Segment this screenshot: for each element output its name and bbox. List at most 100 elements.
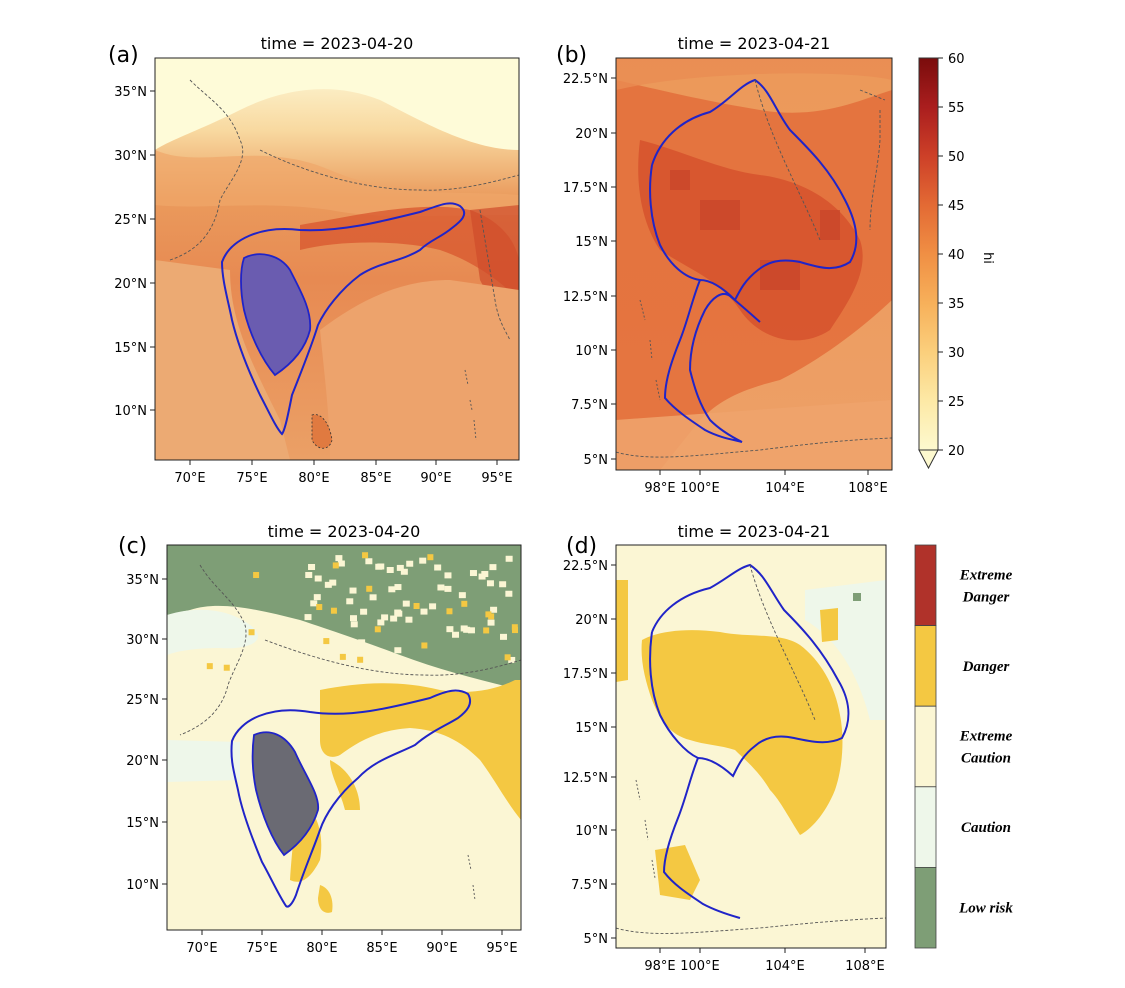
snow-pixel bbox=[301, 638, 309, 645]
danger-pixel bbox=[512, 627, 519, 634]
snow-pixel bbox=[335, 555, 343, 562]
snow-pixel bbox=[429, 603, 437, 610]
snow-pixel bbox=[390, 615, 398, 622]
legend-swatch bbox=[914, 705, 937, 788]
x-tick-label: 108°E bbox=[848, 481, 888, 496]
axis-ticks: 22.5°N 20°N 17.5°N 15°N 12.5°N 10°N 7.5°N 5°N 98… bbox=[563, 72, 888, 496]
y-tick-label: 20°N bbox=[126, 754, 159, 769]
snow-pixel bbox=[313, 594, 321, 601]
y-tick-label: 5°N bbox=[584, 453, 609, 468]
snow-pixel bbox=[324, 581, 332, 588]
snow-pixel bbox=[305, 571, 313, 578]
colorbar-tick-label: 20 bbox=[948, 444, 965, 459]
snow-pixel bbox=[481, 571, 489, 578]
x-tick-label: 75°E bbox=[246, 941, 277, 956]
snow-pixel bbox=[467, 627, 475, 634]
snow-pixel bbox=[405, 616, 413, 623]
legend-label: Extreme bbox=[959, 729, 1013, 745]
snow-pixel bbox=[388, 586, 396, 593]
x-tick-label: 100°E bbox=[680, 959, 720, 974]
colorbar-tick-label: 50 bbox=[948, 150, 965, 165]
snow-pixel bbox=[358, 639, 366, 646]
snow-pixel bbox=[490, 606, 498, 613]
y-tick-label: 20°N bbox=[114, 277, 147, 292]
danger-pixel bbox=[248, 629, 255, 636]
y-tick-label: 35°N bbox=[126, 573, 159, 588]
y-tick-label: 17.5°N bbox=[563, 181, 608, 196]
snow-pixel bbox=[377, 563, 385, 570]
heat-index-map bbox=[616, 58, 892, 470]
snow-pixel bbox=[499, 581, 507, 588]
danger-pixel bbox=[413, 603, 420, 610]
danger-pixel bbox=[461, 600, 468, 607]
legend-swatch bbox=[914, 544, 937, 626]
snow-pixel bbox=[336, 663, 344, 670]
snow-pixel bbox=[316, 651, 324, 658]
y-tick-label: 12.5°N bbox=[563, 771, 608, 786]
colorbar-tick-label: 55 bbox=[948, 101, 965, 116]
danger-pixel bbox=[483, 627, 490, 634]
danger-pixel bbox=[332, 562, 339, 569]
legend-swatch bbox=[914, 625, 937, 707]
x-tick-label: 108°E bbox=[845, 959, 885, 974]
danger-pixel bbox=[339, 653, 346, 660]
snow-pixel bbox=[346, 598, 354, 605]
danger-pixel bbox=[323, 638, 330, 645]
snow-pixel bbox=[360, 608, 368, 615]
colorbar-tick-label: 35 bbox=[948, 297, 965, 312]
danger-pixel bbox=[357, 656, 364, 663]
y-tick-label: 15°N bbox=[575, 235, 608, 250]
x-tick-label: 98°E bbox=[644, 959, 675, 974]
x-tick-label: 98°E bbox=[644, 481, 675, 496]
snow-pixel bbox=[500, 633, 508, 640]
snow-pixel bbox=[369, 594, 377, 601]
x-tick-label: 100°E bbox=[680, 481, 720, 496]
snow-pixel bbox=[420, 608, 428, 615]
snow-pixel bbox=[486, 580, 494, 587]
x-tick-label: 104°E bbox=[765, 481, 805, 496]
legend-label: Low risk bbox=[958, 901, 1013, 917]
snow-pixel bbox=[505, 590, 513, 597]
snow-pixel bbox=[437, 584, 445, 591]
snow-pixel bbox=[444, 585, 452, 592]
x-tick-label: 80°E bbox=[306, 941, 337, 956]
danger-pixel bbox=[253, 572, 260, 579]
panel-title: time = 2023-04-21 bbox=[678, 522, 831, 541]
y-tick-label: 10°N bbox=[575, 824, 608, 839]
colorbar-tick-label: 30 bbox=[948, 346, 965, 361]
danger-pixel bbox=[330, 607, 337, 614]
x-tick-label: 104°E bbox=[765, 959, 805, 974]
panel-title: time = 2023-04-20 bbox=[268, 522, 421, 541]
panel-label: (c) bbox=[118, 534, 147, 559]
snow-pixel bbox=[365, 558, 373, 565]
y-tick-label: 20°N bbox=[575, 613, 608, 628]
snow-pixel bbox=[446, 626, 454, 633]
legend-swatch bbox=[914, 786, 937, 868]
panel-title: time = 2023-04-20 bbox=[261, 34, 414, 53]
axis-ticks: 35°N 30°N 25°N 20°N 15°N 10°N 70°E 75°E 80°E 85°E… bbox=[126, 573, 517, 956]
snow-pixel bbox=[350, 615, 358, 622]
panel-label: (d) bbox=[566, 534, 597, 559]
legend-swatch bbox=[914, 867, 937, 949]
x-tick-label: 85°E bbox=[360, 471, 391, 486]
snow-pixel bbox=[394, 647, 402, 654]
y-tick-label: 30°N bbox=[114, 149, 147, 164]
x-tick-label: 80°E bbox=[298, 471, 329, 486]
snow-pixel bbox=[386, 566, 394, 573]
y-tick-label: 30°N bbox=[126, 633, 159, 648]
snow-pixel bbox=[308, 563, 316, 570]
snow-pixel bbox=[489, 564, 497, 571]
x-tick-label: 70°E bbox=[174, 471, 205, 486]
danger-pixel bbox=[206, 663, 213, 670]
snow-pixel bbox=[419, 557, 427, 564]
snow-pixel bbox=[319, 663, 327, 670]
snow-pixel bbox=[377, 619, 385, 626]
x-tick-label: 90°E bbox=[420, 471, 451, 486]
x-tick-label: 90°E bbox=[426, 941, 457, 956]
x-tick-label: 85°E bbox=[366, 941, 397, 956]
legend-label: Extreme bbox=[959, 567, 1013, 583]
panel-title: time = 2023-04-21 bbox=[678, 34, 831, 53]
legend-label: Caution bbox=[961, 820, 1011, 836]
category-legend: Extreme Danger Danger Extreme Caution Caution… bbox=[914, 544, 1013, 949]
